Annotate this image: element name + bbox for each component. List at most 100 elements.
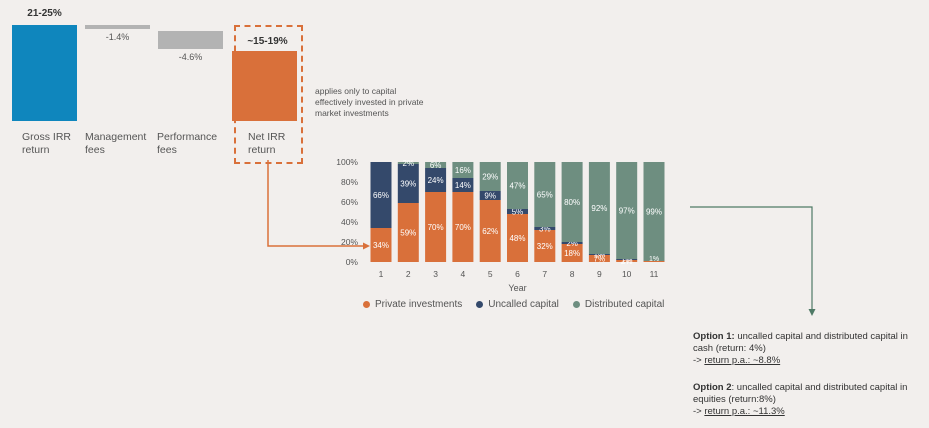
bar-private [588, 255, 610, 262]
data-label-distributed: 6% [430, 161, 442, 170]
bar-distributed [397, 162, 419, 164]
bar-distributed [534, 162, 556, 227]
y-tick-label: 0% [346, 257, 359, 267]
x-tick-label: 5 [488, 269, 493, 279]
legend-label-private: Private investments [375, 299, 463, 310]
x-axis-label: Year [508, 283, 526, 293]
bar-private [479, 200, 501, 262]
data-label-uncalled: 3% [539, 225, 551, 234]
bar-private [370, 228, 392, 262]
bar-private [507, 214, 528, 262]
management-fees-label-line1: Management [85, 131, 147, 143]
legend-dot-distributed [572, 301, 580, 308]
net-irr-bar [232, 51, 297, 121]
options-arrowhead [808, 309, 816, 316]
data-label-extra: 1% [649, 256, 659, 263]
bar-distributed [588, 162, 610, 254]
bar-distributed [452, 162, 474, 178]
data-label-uncalled: 24% [428, 176, 444, 185]
data-label-uncalled: 39% [400, 180, 416, 189]
management-fees-value: -1.4% [105, 32, 130, 42]
bar-distributed [616, 162, 638, 259]
bar-private [452, 192, 474, 262]
x-tick-label: 11 [650, 269, 659, 279]
bar-uncalled [588, 254, 610, 255]
bar-private [616, 260, 638, 262]
bar-uncalled [561, 242, 583, 244]
y-tick-label: 60% [341, 197, 358, 207]
y-tick-label: 20% [341, 237, 358, 247]
performance-fees-label-line2: fees [157, 144, 177, 156]
data-label-private: 18% [564, 249, 580, 258]
data-label-private: 59% [400, 229, 416, 238]
data-label-uncalled: 2% [566, 239, 578, 248]
data-label-uncalled: 1% [594, 251, 606, 260]
management-fees-bar [85, 25, 150, 29]
gross-irr-label-line1: Gross IRR [22, 131, 72, 143]
x-tick-label: 6 [515, 269, 520, 279]
performance-fees-label-line1: Performance [157, 131, 218, 143]
option-1-arrow: -> [693, 355, 705, 366]
connector-line [267, 160, 364, 247]
bar-uncalled [370, 162, 392, 228]
data-label-private: 70% [428, 223, 444, 232]
bar-private [643, 261, 665, 262]
legend-item-uncalled: Uncalled capital [476, 299, 559, 310]
y-tick-label: 40% [341, 217, 358, 227]
gross-irr-label-line2: return [22, 144, 50, 156]
data-label-uncalled: 1% [621, 256, 633, 265]
option-1-title: Option 1: [693, 331, 735, 342]
x-tick-label: 9 [597, 269, 602, 279]
data-label-private: 34% [373, 241, 389, 250]
management-fees-label: Management fees [85, 131, 146, 157]
x-tick-label: 7 [542, 269, 547, 279]
x-tick-label: 8 [570, 269, 575, 279]
data-label-distributed: 99% [646, 208, 662, 217]
net-irr-label: Net IRR return [248, 131, 285, 157]
y-tick-label: 100% [336, 157, 358, 167]
gross-irr-value: 21-25% [27, 8, 62, 19]
data-label-private: 70% [455, 223, 471, 232]
bar-distributed [479, 162, 501, 191]
x-tick-label: 3 [433, 269, 438, 279]
bar-private [397, 203, 419, 262]
bar-uncalled [507, 209, 528, 214]
data-label-distributed: 16% [455, 166, 471, 175]
data-label-private: 7% [594, 255, 606, 264]
data-label-uncalled: 14% [455, 181, 471, 190]
bar-private [534, 230, 556, 262]
bar-uncalled [397, 164, 419, 203]
bar-uncalled [425, 168, 447, 192]
bar-uncalled [479, 191, 501, 200]
legend-item-distributed: Distributed capital [572, 299, 665, 310]
option-2-arrow: -> [693, 406, 705, 417]
data-label-private: 32% [537, 242, 553, 251]
option-1: Option 1: uncalled capital and distribut… [693, 331, 928, 367]
legend-label-distributed: Distributed capital [584, 299, 665, 310]
net-irr-value: ~15-19% [247, 36, 288, 47]
gross-irr-label: Gross IRR return [22, 131, 71, 157]
data-label-distributed: 65% [537, 191, 553, 200]
data-label-distributed: 47% [509, 182, 525, 191]
data-label-distributed: 80% [564, 198, 580, 207]
bar-distributed [425, 162, 447, 168]
data-label-distributed: 2% [403, 159, 415, 168]
bar-distributed [507, 162, 528, 209]
bar-distributed [643, 162, 665, 261]
data-label-uncalled: 9% [484, 192, 496, 201]
x-tick-label: 1 [379, 269, 384, 279]
y-tick-label: 80% [341, 177, 358, 187]
x-tick-label: 10 [622, 269, 632, 279]
bar-private [425, 192, 447, 262]
option-2-text: : uncalled capital and distributed capit… [693, 382, 908, 405]
legend-dot-private [363, 301, 370, 308]
gross-irr-bar [12, 25, 77, 121]
performance-fees-value: -4.6% [178, 52, 203, 62]
x-tick-label: 2 [406, 269, 411, 279]
data-label-private: 62% [482, 227, 498, 236]
legend-label-uncalled: Uncalled capital [488, 299, 559, 310]
option-1-return: return p.a.: ~8.8% [704, 355, 781, 366]
net-irr-label-line1: Net IRR [248, 131, 286, 143]
data-label-private: 2% [621, 257, 633, 266]
